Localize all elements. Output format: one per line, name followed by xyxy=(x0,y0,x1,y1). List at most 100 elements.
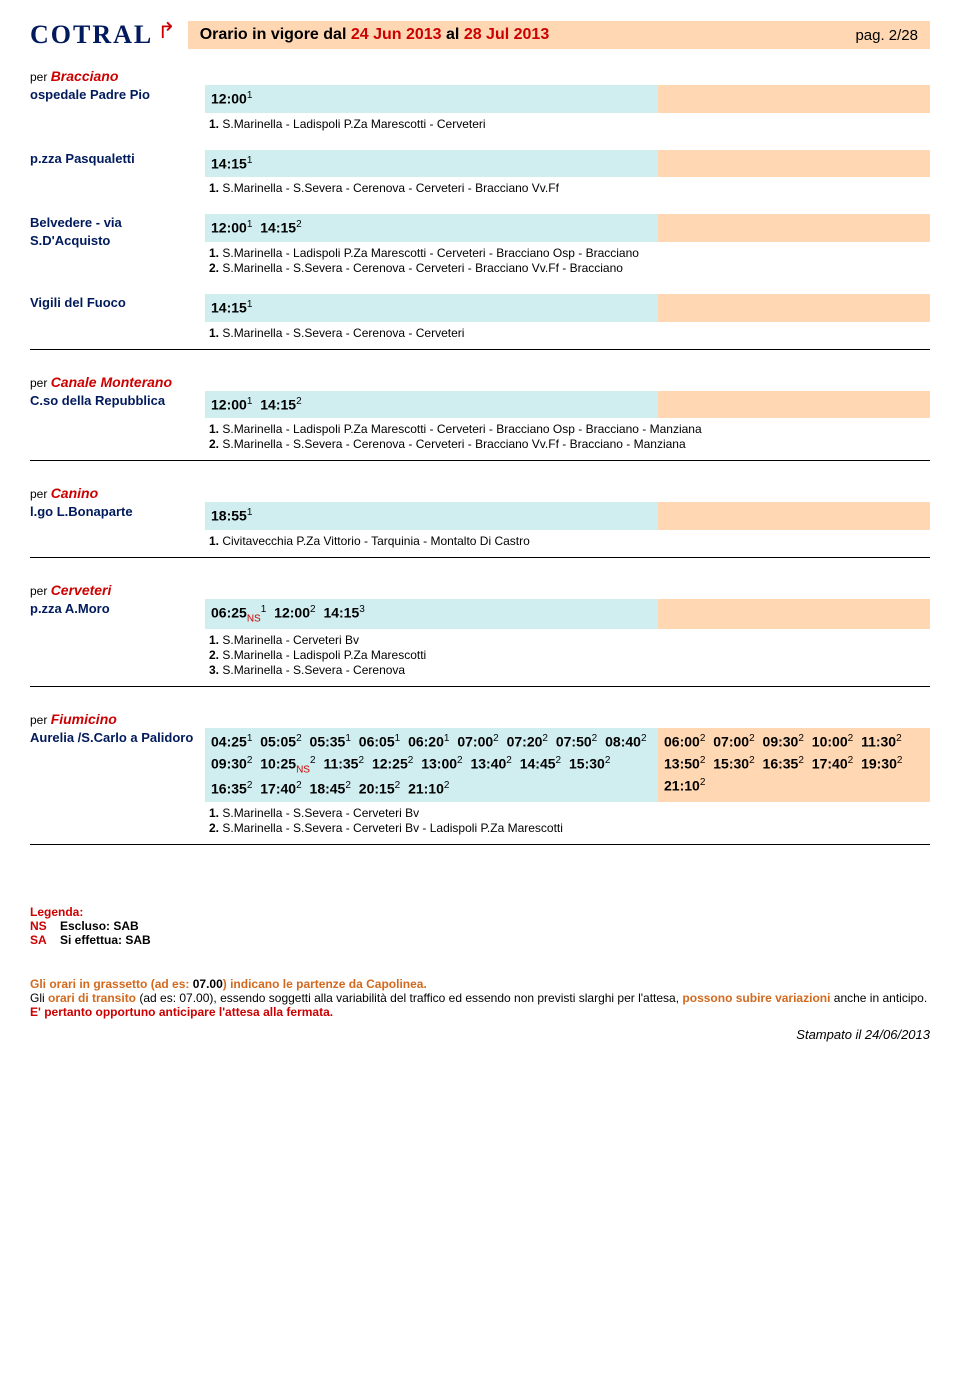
schedule-row: Belvedere - via S.D'Acquisto 12:001 14:15… xyxy=(30,214,930,276)
section: per Caninol.go L.Bonaparte18:551 1. Civit… xyxy=(30,485,930,558)
printed-date: Stampato il 24/06/2013 xyxy=(30,1027,930,1042)
legend-text: Escluso: SAB xyxy=(60,919,139,933)
times-area: 04:251 05:052 05:351 06:051 06:201 07:00… xyxy=(205,711,930,836)
stop-column: per Cerveterip.zza A.Moro xyxy=(30,582,205,618)
times-holiday xyxy=(658,214,930,242)
footer-text: Gli orari in grassetto (ad es: 07.00) in… xyxy=(30,977,930,1019)
route-note: 2. S.Marinella - S.Severa - Cerenova - C… xyxy=(209,261,930,275)
route-note: 2. S.Marinella - S.Severa - Cerenova - C… xyxy=(209,437,930,451)
route-notes: 1. S.Marinella - S.Severa - Cerenova - C… xyxy=(205,326,930,340)
destination: Canale Monterano xyxy=(51,374,172,390)
section-divider xyxy=(30,844,930,845)
footer-l2d: possono subire variazioni xyxy=(682,991,830,1005)
stop-name: l.go L.Bonaparte xyxy=(30,504,133,519)
section: per Cerveterip.zza A.Moro06:25NS1 12:002… xyxy=(30,582,930,687)
per-label: per xyxy=(30,584,51,598)
footer-l2c: (ad es: 07.00), essendo soggetti alla va… xyxy=(136,991,682,1005)
section-divider xyxy=(30,557,930,558)
title-mid: al xyxy=(442,26,464,43)
times-holiday xyxy=(658,294,930,322)
route-note: 1. S.Marinella - Ladispoli P.Za Marescot… xyxy=(209,117,930,131)
stop-name: C.so della Repubblica xyxy=(30,393,165,408)
stop-name: ospedale Padre Pio xyxy=(30,87,150,102)
route-note: 1. S.Marinella - Ladispoli P.Za Marescot… xyxy=(209,246,930,260)
route-notes: 1. S.Marinella - Cerveteri Bv2. S.Marine… xyxy=(205,633,930,677)
legend-text: Si effettua: SAB xyxy=(60,933,151,947)
destination: Cerveteri xyxy=(51,582,112,598)
route-note: 2. S.Marinella - Ladispoli P.Za Marescot… xyxy=(209,648,930,662)
times-holiday xyxy=(658,502,930,530)
times-holiday: 06:002 07:002 09:302 10:002 11:302 13:50… xyxy=(658,728,930,802)
date-to: 28 Jul 2013 xyxy=(464,26,549,43)
timeline: 12:001 xyxy=(205,85,930,113)
times-area: 14:151 1. S.Marinella - S.Severa - Cereno… xyxy=(205,150,930,197)
times-weekday: 04:251 05:052 05:351 06:051 06:201 07:00… xyxy=(205,728,658,802)
date-from: 24 Jun 2013 xyxy=(351,26,442,43)
times-area: 12:001 14:152 1. S.Marinella - Ladispoli … xyxy=(205,214,930,276)
stop-column: p.zza Pasqualetti xyxy=(30,150,205,168)
section: per Bracciano ospedale Padre Pio 12:001 1. … xyxy=(30,68,930,350)
per-label: per xyxy=(30,713,51,727)
footer-l2a: Gli xyxy=(30,991,48,1005)
route-note: 1. S.Marinella - S.Severa - Cerveteri Bv xyxy=(209,806,930,820)
route-notes: 1. S.Marinella - Ladispoli P.Za Marescot… xyxy=(205,246,930,275)
route-note: 1. S.Marinella - S.Severa - Cerenova - C… xyxy=(209,181,930,195)
times-area: 06:25NS1 12:002 14:1531. S.Marinella - C… xyxy=(205,582,930,678)
legend-code: SA xyxy=(30,933,60,947)
content: per Bracciano ospedale Padre Pio 12:001 1. … xyxy=(30,68,930,845)
destination: Fiumicino xyxy=(51,711,117,727)
stop-column: per Canale Monterano C.so della Repubblic… xyxy=(30,374,205,410)
footer-l1b: (ad es: xyxy=(147,977,192,991)
route-notes: 1. Civitavecchia P.Za Vittorio - Tarquin… xyxy=(205,534,930,548)
times-weekday: 14:151 xyxy=(205,294,658,322)
timeline: 12:001 14:152 xyxy=(205,214,930,242)
stop-column: Vigili del Fuoco xyxy=(30,294,205,312)
schedule-row: per Canale Monterano C.so della Repubblic… xyxy=(30,374,930,453)
schedule-row: per Fiumicino Aurelia /S.Carlo a Palidoro… xyxy=(30,711,930,836)
timeline: 12:001 14:152 xyxy=(205,391,930,419)
route-notes: 1. S.Marinella - Ladispoli P.Za Marescot… xyxy=(205,422,930,451)
title: Orario in vigore dal 24 Jun 2013 al 28 J… xyxy=(200,26,550,44)
times-weekday: 12:001 xyxy=(205,85,658,113)
schedule-row: per Caninol.go L.Bonaparte18:551 1. Civit… xyxy=(30,485,930,549)
route-note: 3. S.Marinella - S.Severa - Cerenova xyxy=(209,663,930,677)
stop-column: per Caninol.go L.Bonaparte xyxy=(30,485,205,521)
stop-column: per Fiumicino Aurelia /S.Carlo a Palidoro xyxy=(30,711,205,747)
route-note: 1. S.Marinella - Ladispoli P.Za Marescot… xyxy=(209,422,930,436)
times-weekday: 14:151 xyxy=(205,150,658,178)
destination: Bracciano xyxy=(51,68,119,84)
legend-code: NS xyxy=(30,919,60,933)
footer-l1c: 07.00 xyxy=(193,977,223,991)
logo: COTRAL ↱ xyxy=(30,20,176,50)
times-holiday xyxy=(658,391,930,419)
section-divider xyxy=(30,686,930,687)
route-notes: 1. S.Marinella - S.Severa - Cerenova - C… xyxy=(205,181,930,195)
legend-item: SASi effettua: SAB xyxy=(30,933,930,947)
times-weekday: 12:001 14:152 xyxy=(205,214,658,242)
stop-name: p.zza Pasqualetti xyxy=(30,151,135,166)
section-divider xyxy=(30,460,930,461)
stop-name: Belvedere - via S.D'Acquisto xyxy=(30,215,122,248)
per-label: per xyxy=(30,376,51,390)
stop-column: per Bracciano ospedale Padre Pio xyxy=(30,68,205,104)
footer-l1a: Gli orari in grassetto xyxy=(30,977,147,991)
times-holiday xyxy=(658,599,930,629)
schedule-row: per Bracciano ospedale Padre Pio 12:001 1. … xyxy=(30,68,930,132)
times-area: 12:001 14:152 1. S.Marinella - Ladispoli … xyxy=(205,374,930,453)
logo-text: COTRAL xyxy=(30,20,153,50)
per-label: per xyxy=(30,70,51,84)
timeline: 18:551 xyxy=(205,502,930,530)
section: per Fiumicino Aurelia /S.Carlo a Palidoro… xyxy=(30,711,930,845)
title-bar: Orario in vigore dal 24 Jun 2013 al 28 J… xyxy=(188,21,930,49)
stop-name: Aurelia /S.Carlo a Palidoro xyxy=(30,730,193,745)
footer-l2e: anche in anticipo. xyxy=(830,991,927,1005)
schedule-row: Vigili del Fuoco14:151 1. S.Marinella - S… xyxy=(30,294,930,341)
route-note: 1. S.Marinella - S.Severa - Cerenova - C… xyxy=(209,326,930,340)
times-holiday xyxy=(658,85,930,113)
times-weekday: 18:551 xyxy=(205,502,658,530)
timeline: 14:151 xyxy=(205,294,930,322)
footer-l2b: orari di transito xyxy=(48,991,136,1005)
times-holiday xyxy=(658,150,930,178)
route-note: 2. S.Marinella - S.Severa - Cerveteri Bv… xyxy=(209,821,930,835)
header: COTRAL ↱ Orario in vigore dal 24 Jun 201… xyxy=(30,20,930,50)
